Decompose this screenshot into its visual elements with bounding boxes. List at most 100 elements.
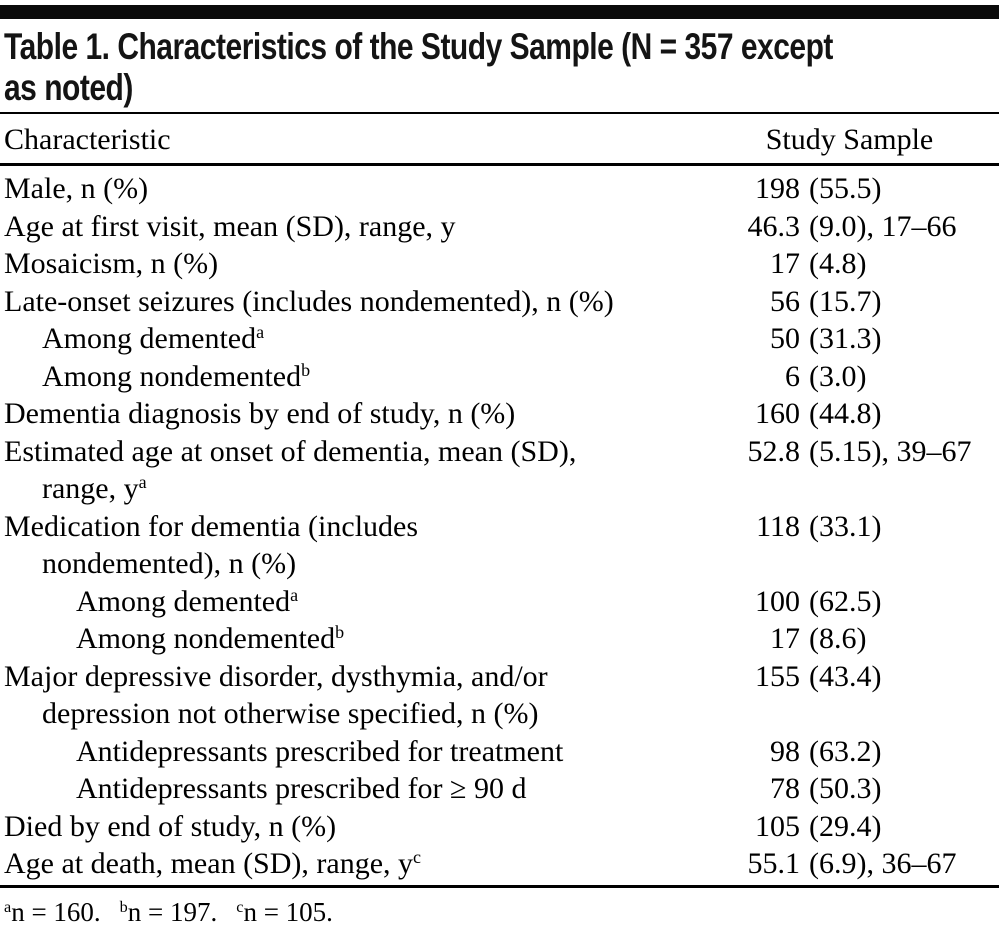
footnote-superscript: a [4, 897, 12, 916]
table-row: Antidepressants prescribed for ≥ 90 d 78… [0, 770, 999, 808]
column-header-characteristic: Characteristic [4, 123, 171, 156]
row-label-text: Died by end of study, n (%) [4, 809, 337, 843]
row-label-text: range, y [42, 472, 139, 505]
row-label-text: Antidepressants prescribed for treatment [76, 734, 564, 768]
value-number: 52.8 [747, 434, 801, 468]
column-header-row: Characteristic Study Sample [0, 114, 999, 163]
value-detail: (5.15), 39–67 [809, 434, 972, 468]
value-detail: (63.2) [809, 734, 882, 768]
row-label: Late-onset seizures (includes nondemente… [4, 283, 700, 321]
column-header-study-sample: Study Sample [765, 123, 934, 156]
row-label-text: Among nondemented [42, 359, 302, 393]
row-superscript: a [256, 322, 265, 343]
table-row: Age at death, mean (SD), range, yc 55.1(… [0, 845, 999, 883]
row-label-text: Age at first visit, mean (SD), range, y [4, 209, 456, 243]
table-row: Among nondementedb 6 (3.0) [0, 358, 999, 396]
footnote-item: bn = 197. [120, 897, 218, 927]
row-label: Among dementeda [4, 320, 700, 358]
footnote-text: n = 197. [127, 896, 218, 927]
row-value: 78 (50.3) [700, 770, 999, 808]
value-detail: (4.8) [809, 247, 867, 280]
row-label-text: Age at death, mean (SD), range, y [4, 847, 414, 880]
table-row: Antidepressants prescribed for treatment… [0, 733, 999, 771]
row-label-text: Antidepressants prescribed for ≥ 90 d [76, 772, 527, 805]
row-label-text: Among demented [42, 322, 257, 355]
value-number: 98 [770, 734, 800, 768]
value-number: 78 [770, 772, 800, 805]
table-row: Among dementeda 50 (31.3) [0, 320, 999, 358]
value-number: 55.1 [747, 847, 801, 880]
value-detail: (8.6) [809, 622, 867, 655]
row-value: 100 (62.5) [700, 583, 999, 621]
value-number: 17 [770, 247, 800, 280]
value-number: 198 [755, 172, 800, 205]
header-bottom-rule [0, 163, 999, 166]
value-number: 50 [770, 322, 800, 355]
value-detail: (6.9), 36–67 [809, 847, 957, 880]
row-value: 105 (29.4) [700, 808, 999, 846]
table-row: Late-onset seizures (includes nondemente… [0, 283, 999, 321]
footnote-top-rule [0, 884, 999, 888]
value-detail: (43.4) [809, 659, 882, 693]
row-label-line1: Medication for dementia (includes [4, 508, 700, 546]
footnote-superscript: c [236, 897, 244, 916]
row-superscript: a [138, 472, 147, 493]
value-detail: (29.4) [809, 809, 882, 843]
value-number: 118 [756, 509, 800, 543]
table-row: Age at first visit, mean (SD), range, y … [0, 208, 999, 246]
row-label-line2: nondemented), n (%) [4, 545, 700, 583]
table-row: Male, n (%) 198 (55.5) [0, 170, 999, 208]
row-label: Major depressive disorder, dysthymia, an… [4, 658, 700, 733]
row-value: 198 (55.5) [700, 170, 999, 208]
row-label: Age at death, mean (SD), range, yc [4, 845, 700, 883]
row-label-text: depression not otherwise specified, n (%… [42, 697, 539, 730]
row-label: Medication for dementia (includes nondem… [4, 508, 700, 583]
footnote-item: cn = 105. [236, 897, 333, 927]
footnote-text: n = 105. [243, 896, 333, 927]
value-number: 6 [785, 359, 800, 393]
value-number: 17 [770, 622, 800, 655]
row-label: Died by end of study, n (%) [4, 808, 700, 846]
row-label: Age at first visit, mean (SD), range, y [4, 208, 700, 246]
row-label: Antidepressants prescribed for ≥ 90 d [4, 770, 700, 808]
value-number: 105 [755, 809, 800, 843]
row-label-text: Major depressive disorder, dysthymia, an… [4, 659, 548, 693]
row-label: Estimated age at onset of dementia, mean… [4, 433, 700, 508]
value-detail: (31.3) [809, 322, 882, 355]
value-detail: (55.5) [809, 172, 882, 205]
table-body: Male, n (%) 198 (55.5) Age at first visit… [0, 166, 999, 885]
row-label: Dementia diagnosis by end of study, n (%… [4, 395, 700, 433]
row-value: 52.8 (5.15), 39–67 [700, 433, 999, 471]
row-label: Among nondementedb [4, 358, 700, 396]
row-value: 50 (31.3) [700, 320, 999, 358]
row-label-text: nondemented), n (%) [42, 547, 297, 580]
value-detail: (62.5) [809, 584, 882, 618]
table-row: Died by end of study, n (%) 105 (29.4) [0, 808, 999, 846]
row-label-text: Among demented [76, 584, 291, 618]
footnote-item: an = 160. [4, 897, 101, 927]
row-value: 98 (63.2) [700, 733, 999, 771]
table-row: Mosaicism, n (%) 17 (4.8) [0, 245, 999, 283]
table-row: Medication for dementia (includes nondem… [0, 508, 999, 583]
value-number: 46.3 [747, 209, 801, 243]
table-top-bar [0, 5, 999, 19]
row-label: Antidepressants prescribed for treatment [4, 733, 700, 771]
row-label-text: Mosaicism, n (%) [4, 247, 219, 280]
table-row: Estimated age at onset of dementia, mean… [0, 433, 999, 508]
row-label-text: Male, n (%) [4, 172, 149, 205]
value-number: 155 [755, 659, 800, 693]
row-label-line1: Estimated age at onset of dementia, mean… [4, 433, 700, 471]
value-detail: (15.7) [809, 284, 882, 318]
value-detail: (33.1) [809, 509, 882, 543]
table-title-line2: as noted) [4, 67, 133, 108]
value-number: 100 [755, 584, 800, 618]
table-row: Among dementeda 100 (62.5) [0, 583, 999, 621]
table-row: Major depressive disorder, dysthymia, an… [0, 658, 999, 733]
row-superscript: a [290, 584, 299, 605]
value-detail: (9.0), 17–66 [809, 209, 957, 243]
value-number: 160 [755, 397, 800, 430]
row-label: Among dementeda [4, 583, 700, 621]
table-title-line1: Table 1. Characteristics of the Study Sa… [4, 26, 833, 67]
footnote-text: n = 160. [11, 896, 101, 927]
